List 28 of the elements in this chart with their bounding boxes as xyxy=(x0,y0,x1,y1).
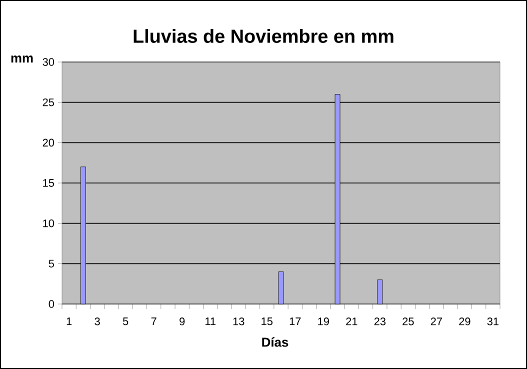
bar xyxy=(278,272,284,304)
x-tick-label: 15 xyxy=(262,318,272,326)
x-tick-label: 1 xyxy=(66,318,72,326)
x-tick-label: 17 xyxy=(290,318,301,326)
x-tick-label: 19 xyxy=(318,318,329,326)
x-tick-label: 23 xyxy=(374,318,386,326)
x-tick-label: 25 xyxy=(402,318,414,326)
x-tick-label: 31 xyxy=(487,318,499,326)
x-tick-label: 9 xyxy=(180,318,185,326)
x-axis-title: Días xyxy=(262,337,288,347)
y-tick-label: 30 xyxy=(42,58,54,66)
y-tick-label: 15 xyxy=(43,179,54,187)
x-tick-label: 11 xyxy=(206,318,216,326)
x-tick-label: 13 xyxy=(233,318,244,326)
x-tick-label: 7 xyxy=(151,318,156,326)
y-tick-label: 25 xyxy=(42,98,54,106)
y-axis-title: mm xyxy=(11,56,33,62)
x-tick-label: 27 xyxy=(430,318,442,326)
x-tick-label: 5 xyxy=(122,318,128,326)
x-tick-label: 29 xyxy=(459,318,470,326)
y-tick-label: 0 xyxy=(48,300,54,308)
x-tick-label: 3 xyxy=(94,318,100,326)
bar xyxy=(377,280,383,304)
y-tick-label: 10 xyxy=(43,219,54,228)
chart-title: Lluvias de Noviembre en mm xyxy=(134,29,394,43)
y-tick-label: 5 xyxy=(48,260,54,268)
y-tick-label: 20 xyxy=(42,138,54,147)
x-tick-label: 21 xyxy=(346,318,358,326)
